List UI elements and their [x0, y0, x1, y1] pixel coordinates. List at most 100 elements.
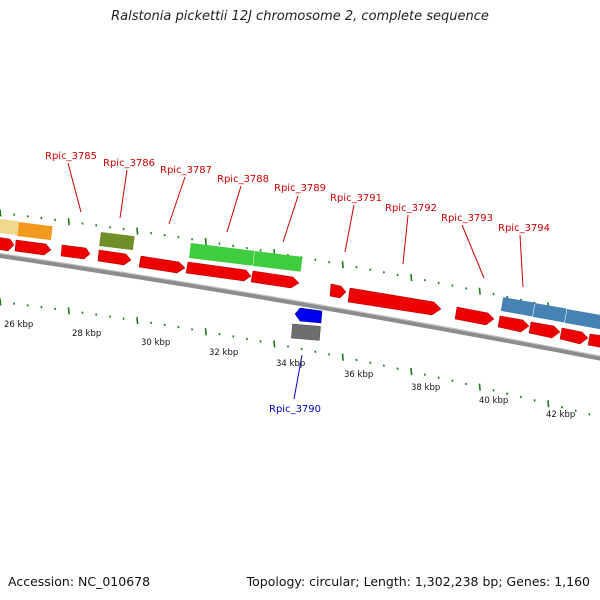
cds-arrow[interactable]	[185, 261, 252, 282]
ruler-tick	[67, 307, 70, 315]
ruler-tick	[26, 304, 29, 307]
gene-label[interactable]: Rpic_3792	[385, 203, 437, 214]
ruler-label: 26 kbp	[4, 320, 33, 330]
outer-tick	[245, 246, 248, 250]
ruler-label: 30 kbp	[141, 338, 170, 348]
feature-block[interactable]	[532, 303, 567, 323]
gene-label[interactable]: Rpic_3790	[269, 404, 321, 415]
outer-tick	[314, 258, 317, 261]
outer-tick	[506, 295, 509, 299]
outer-tick	[465, 287, 468, 290]
cds-arrow[interactable]	[60, 244, 91, 260]
ruler-tick	[437, 376, 440, 379]
feature-block[interactable]	[564, 309, 600, 330]
outer-tick	[204, 237, 207, 246]
ruler-tick	[355, 358, 358, 362]
feature-track	[0, 218, 600, 330]
ruler-tick	[341, 353, 344, 361]
gene-label[interactable]: Rpic_3791	[330, 193, 382, 204]
ruler-tick	[0, 298, 2, 306]
ruler-tick	[300, 347, 303, 351]
backbone	[0, 252, 600, 361]
ruler-tick	[95, 313, 98, 316]
gene-label[interactable]: Rpic_3786	[103, 158, 155, 169]
outer-tick	[369, 268, 372, 271]
cds-arrow[interactable]	[138, 255, 186, 274]
ruler-tick	[547, 400, 550, 408]
feature-block[interactable]	[189, 243, 255, 266]
ruler-tick	[136, 317, 139, 325]
cds-arrow[interactable]	[0, 237, 15, 252]
ruler-tick	[560, 406, 564, 409]
ruler-tick	[40, 305, 43, 309]
outer-tick	[410, 273, 413, 282]
outer-tick	[40, 216, 43, 220]
outer-tick	[328, 260, 331, 264]
ruler-label: 42 kbp	[546, 410, 575, 420]
ruler-tick	[81, 311, 84, 314]
reverse-feature-track	[291, 307, 323, 341]
gene-label[interactable]: Rpic_3785	[45, 151, 97, 162]
ruler-tick	[163, 323, 166, 327]
ruler-tick	[465, 382, 468, 386]
gene-label[interactable]: Rpic_3793	[441, 213, 493, 224]
outer-tick	[423, 278, 427, 282]
ruler-tick	[204, 328, 207, 336]
leader-line	[402, 214, 409, 265]
feature-block[interactable]	[500, 297, 535, 317]
cds-arrow[interactable]	[97, 249, 132, 266]
accession-text: Accession: NC_010678	[8, 574, 151, 589]
ruler-tick	[273, 340, 276, 348]
map-title: Ralstonia pickettii 12J chromosome 2, co…	[111, 9, 489, 24]
outer-tick	[232, 244, 235, 248]
cds-arrow-reverse[interactable]	[294, 307, 323, 324]
leader-line	[168, 176, 186, 225]
ruler-tick	[382, 364, 385, 367]
ruler-tick	[232, 335, 235, 338]
gene-label[interactable]: Rpic_3787	[160, 165, 212, 176]
ruler-tick	[423, 373, 427, 376]
ruler-tick	[574, 409, 577, 413]
cds-arrow[interactable]	[497, 315, 530, 333]
ruler-tick	[245, 337, 248, 341]
ruler-label: 28 kbp	[72, 329, 101, 339]
cds-arrow[interactable]	[454, 306, 495, 326]
outer-tick	[54, 218, 57, 222]
ruler-tick-track	[0, 298, 591, 416]
leader-line	[344, 204, 355, 253]
outer-tick-track	[0, 209, 591, 317]
gene-label[interactable]: Rpic_3794	[498, 223, 550, 234]
feature-block[interactable]	[0, 218, 19, 236]
ruler-tick	[396, 367, 399, 370]
outer-tick	[396, 273, 399, 277]
ruler-tick	[286, 345, 290, 348]
ruler-tick	[588, 413, 591, 416]
cds-arrow[interactable]	[14, 239, 52, 256]
leader-line	[519, 234, 524, 288]
feature-block[interactable]	[291, 323, 321, 341]
ruler-tick	[218, 332, 221, 336]
gene-label[interactable]: Rpic_3788	[217, 174, 269, 185]
cds-arrow[interactable]	[587, 333, 600, 348]
outer-tick	[81, 222, 84, 225]
feature-block[interactable]	[99, 232, 135, 251]
ruler-labels: 26 kbp 28 kbp 30 kbp 32 kbp 34 kbp 36 kb…	[4, 320, 575, 420]
cds-arrow[interactable]	[528, 321, 561, 339]
cds-arrow[interactable]	[250, 270, 300, 289]
cds-arrow[interactable]	[559, 327, 589, 345]
ruler-label: 36 kbp	[344, 370, 373, 380]
outer-tick	[67, 218, 70, 226]
cds-arrow[interactable]	[347, 287, 442, 316]
feature-block[interactable]	[17, 222, 53, 241]
outer-tick	[492, 292, 495, 296]
leader-line	[226, 185, 242, 233]
leader-line	[67, 162, 82, 213]
ruler-label: 34 kbp	[276, 359, 305, 369]
outer-tick	[191, 238, 194, 241]
cds-arrow[interactable]	[329, 283, 347, 299]
outer-tick	[12, 213, 16, 216]
gene-label[interactable]: Rpic_3789	[274, 183, 326, 194]
feature-block[interactable]	[253, 251, 303, 272]
backbone-highlight	[0, 252, 600, 357]
